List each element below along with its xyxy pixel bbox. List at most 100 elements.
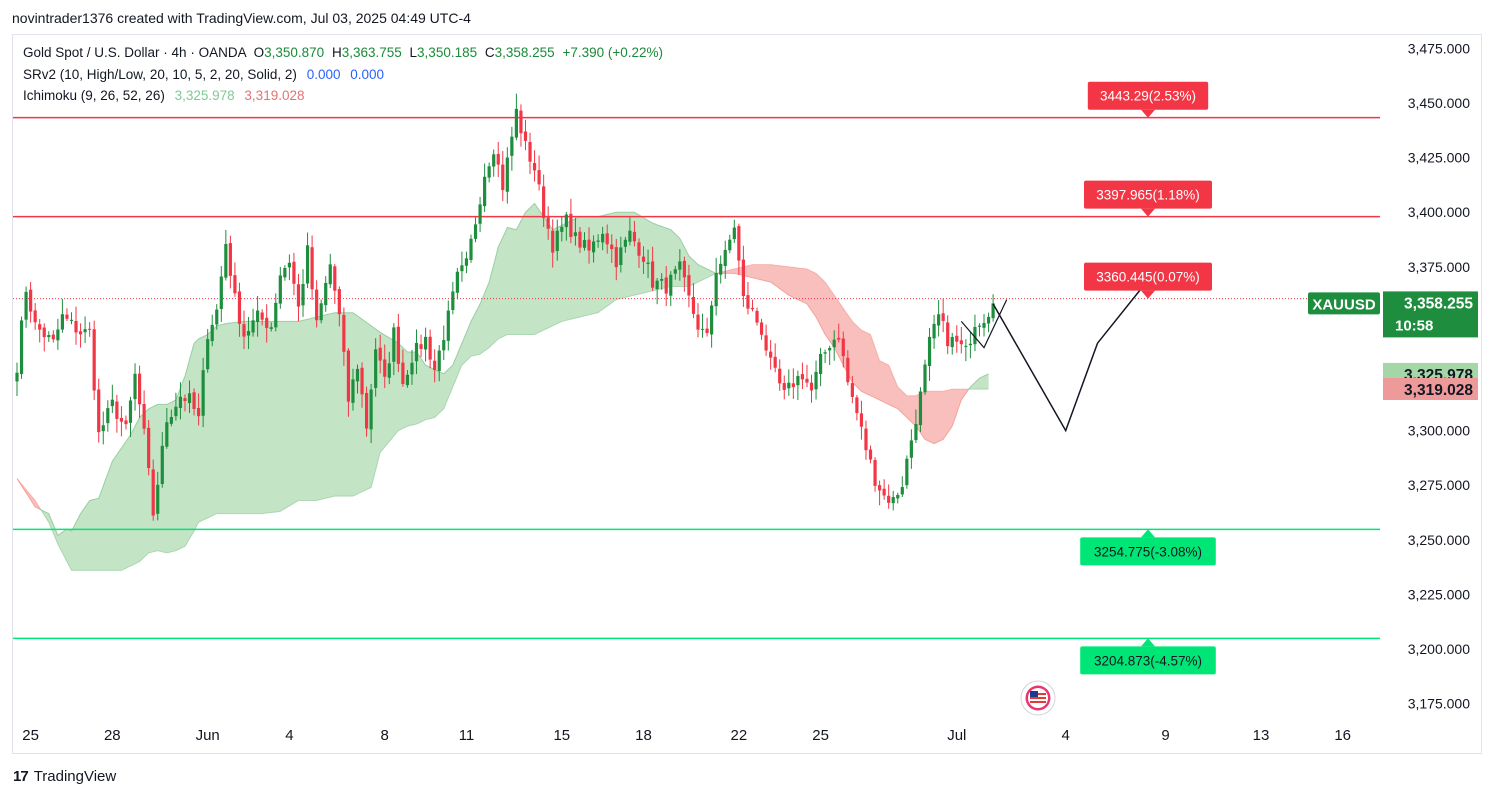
indicator-legend-srv2[interactable]: SRv2 (10, High/Low, 20, 10, 5, 2, 20, So… [23, 67, 384, 82]
candle-body [387, 363, 391, 378]
candle-body [687, 275, 691, 296]
candle-body [265, 317, 269, 328]
candle-body [814, 371, 818, 390]
chart-panel[interactable] [12, 34, 1482, 754]
candle-body [342, 314, 346, 352]
price-tick-label: 3,425.000 [1408, 150, 1470, 166]
candle-body [246, 331, 251, 336]
candle-body [946, 322, 950, 347]
time-tick-label: 13 [1253, 727, 1270, 744]
candle-body [955, 335, 959, 342]
price-tick-label: 3,225.000 [1408, 586, 1470, 602]
candle-body [664, 277, 668, 294]
candle-body [519, 110, 523, 134]
candle-body [746, 295, 750, 309]
candle-body [156, 484, 160, 514]
price-tick-label: 3,375.000 [1408, 259, 1470, 275]
candle-body [560, 226, 564, 232]
candle-body [759, 322, 764, 335]
candle-body [29, 289, 33, 312]
candle-body [973, 326, 977, 345]
us-flag-event-icon[interactable] [1020, 680, 1056, 716]
candle-body [319, 303, 323, 321]
level-badge-pointer [1141, 529, 1155, 538]
candle-body [769, 351, 773, 358]
candle-body [414, 342, 419, 362]
cloud-span-a-line [716, 272, 969, 445]
cloud-bull-segment [39, 203, 717, 571]
candle-body [315, 289, 319, 321]
candle-body [932, 323, 936, 339]
candle-body [569, 213, 573, 237]
candle-body [115, 401, 119, 419]
brand-name: TradingView [33, 768, 117, 785]
candle-body [274, 302, 278, 328]
countdown-label: 10:58 [1395, 317, 1433, 334]
time-tick-label: 4 [285, 727, 293, 744]
indicator-legend-ichimoku[interactable]: Ichimoku (9, 26, 52, 26) 3,325.978 3,319… [23, 88, 304, 103]
candle-body [937, 314, 941, 326]
time-tick-label: 11 [459, 727, 475, 744]
candle-body [124, 420, 128, 425]
candle-body [582, 239, 587, 248]
candle-body [846, 357, 850, 383]
candle-body [83, 329, 87, 333]
close-label: C [484, 45, 495, 60]
candle-body [959, 340, 963, 345]
candle-body [233, 275, 237, 294]
candle-body [551, 230, 555, 253]
candle-body [446, 310, 450, 341]
candle-body [442, 340, 446, 351]
level-badge-label: 3397.965(1.18%) [1096, 188, 1200, 203]
candle-body [882, 488, 886, 496]
candle-body [206, 339, 210, 370]
time-tick-label: Jul [947, 727, 966, 744]
ichimoku-badge-label: 3,319.028 [1404, 382, 1473, 399]
candle-body [346, 350, 351, 402]
candle-body [601, 233, 605, 243]
tradingview-brand[interactable]: 17 TradingView [13, 768, 116, 785]
last-price-badge [1383, 291, 1478, 338]
price-tick-label: 3,200.000 [1408, 641, 1470, 657]
candle-body [383, 359, 387, 377]
candle-body [905, 458, 909, 486]
candle-body [219, 276, 223, 310]
time-tick-label: 8 [381, 727, 389, 744]
candle-body [401, 362, 405, 384]
candle-body [823, 352, 827, 354]
candle-body [778, 368, 782, 384]
candle-body [782, 383, 786, 390]
level-badge [1080, 537, 1216, 566]
price-tick-label: 3,250.000 [1408, 532, 1470, 548]
candle-body [796, 375, 800, 386]
candle-body [805, 378, 809, 383]
candle-body [283, 267, 287, 278]
candle-body [65, 314, 69, 319]
candle-body [355, 368, 360, 382]
candle-body [927, 336, 932, 367]
price-tick-label: 3,475.000 [1408, 40, 1470, 56]
candle-body [147, 427, 151, 469]
candle-body [119, 417, 124, 422]
symbol-badge [1308, 292, 1380, 315]
low-value: 3,350.185 [417, 45, 478, 60]
candle-body [305, 245, 310, 284]
candle-body [537, 170, 541, 185]
cloud-bull-segment [968, 373, 989, 391]
candle-body [591, 241, 596, 253]
time-tick-label: 28 [104, 727, 121, 744]
low-label: L [409, 45, 418, 60]
candle-body [97, 389, 101, 433]
indicator-ichimoku-value-2: 3,319.028 [244, 88, 305, 103]
candle-body [605, 233, 609, 245]
level-badge-pointer [1141, 638, 1155, 647]
time-tick-label: 25 [812, 727, 829, 744]
candle-body [38, 324, 42, 330]
candle-body [691, 296, 696, 314]
time-axis[interactable]: 25 28 Jun 4 8 11 15 18 22 25 Jul 4 9 13 16 [22, 727, 1351, 744]
candle-body [296, 284, 301, 307]
candle-body [251, 320, 255, 333]
candle-body [700, 328, 705, 330]
candle-body [60, 314, 64, 330]
